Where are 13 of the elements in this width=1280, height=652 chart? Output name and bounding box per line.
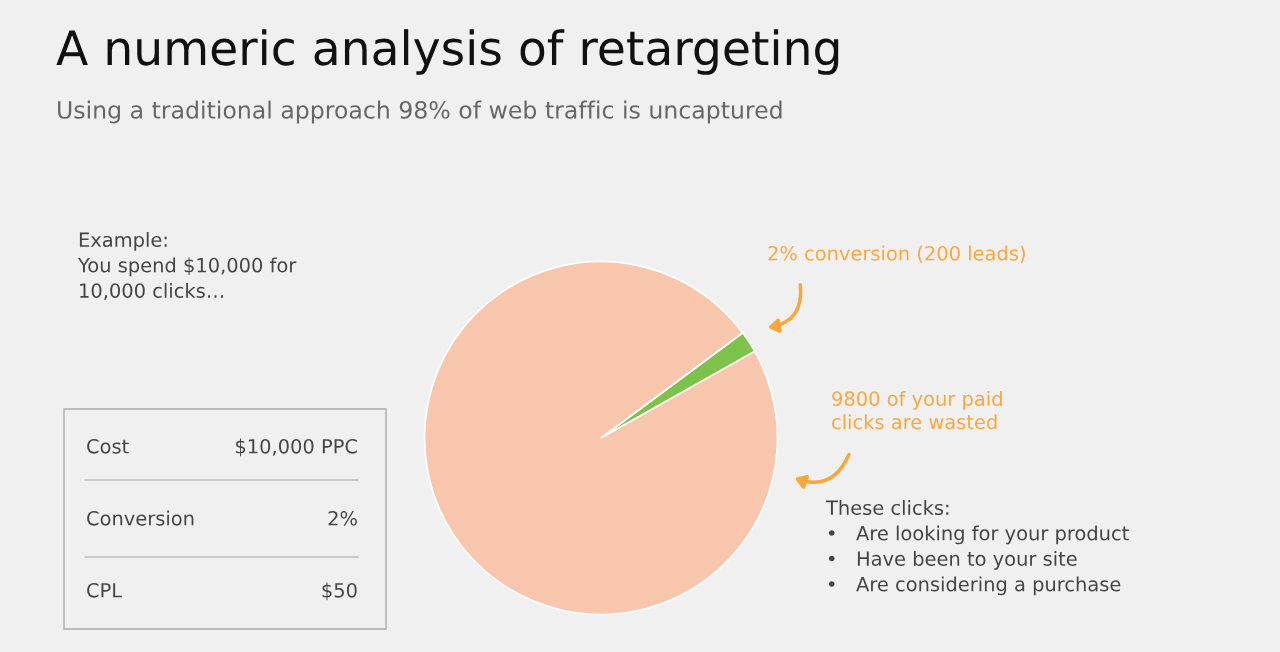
text: 2% xyxy=(328,510,357,526)
chart-title: A numeric analysis of retargeting xyxy=(56,29,839,75)
chart-subtitle: Using a traditional approach 98% of web traffic is uncaptured xyxy=(58,100,782,124)
pie-slice xyxy=(423,260,779,616)
text: CPL xyxy=(87,582,123,598)
text: 2% conversion (200 leads) xyxy=(768,245,1025,263)
text: Example: You spend $10,000 for 10,000 clicks… xyxy=(77,232,297,300)
text: $10,000 PPC xyxy=(236,438,357,457)
text: Cost xyxy=(87,438,129,454)
text: 9800 of your paid clicks are wasted xyxy=(832,390,1002,430)
text: These clicks: • Are looking for your product • Have been to your site • Are considering a purchase xyxy=(825,500,1129,596)
text: $50 xyxy=(322,582,357,601)
text: Conversion xyxy=(87,510,194,526)
